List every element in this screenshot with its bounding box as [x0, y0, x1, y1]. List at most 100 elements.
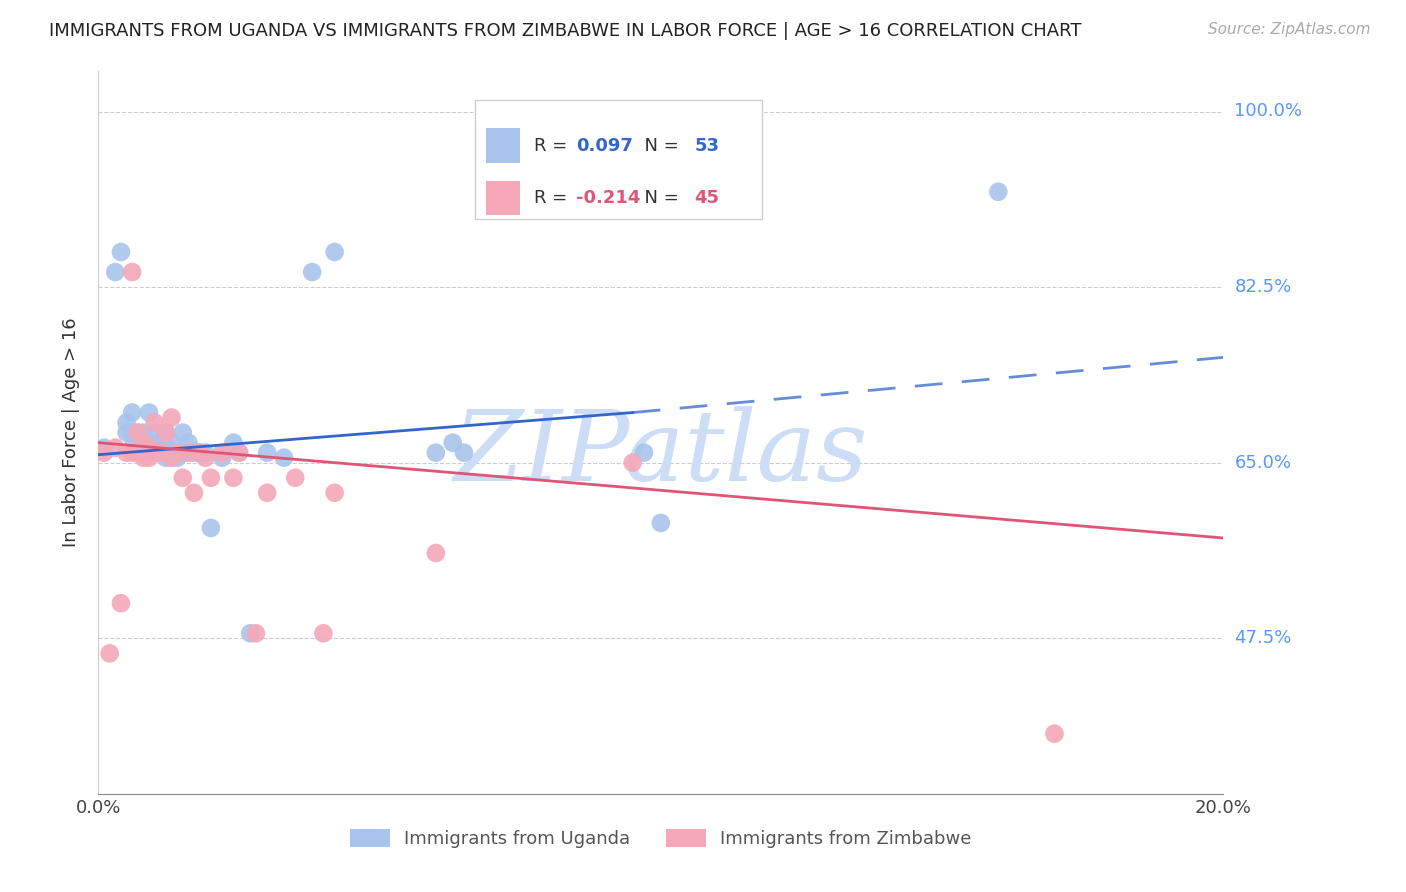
Point: [183, 446, 205, 460]
Point: [121, 446, 143, 460]
Text: 45: 45: [695, 189, 720, 207]
Point: [284, 471, 307, 485]
Point: [166, 446, 188, 460]
Point: [188, 446, 211, 460]
Point: [98, 646, 121, 660]
Point: [115, 416, 138, 430]
Point: [222, 471, 245, 485]
Point: [121, 425, 143, 440]
Point: [166, 450, 188, 465]
Point: [301, 265, 323, 279]
Point: [245, 626, 267, 640]
Point: [650, 516, 672, 530]
FancyBboxPatch shape: [486, 181, 520, 215]
Point: [228, 446, 250, 460]
Text: Source: ZipAtlas.com: Source: ZipAtlas.com: [1208, 22, 1371, 37]
Point: [256, 446, 278, 460]
Point: [425, 546, 447, 560]
Point: [160, 435, 183, 450]
Point: [155, 441, 177, 455]
Text: 65.0%: 65.0%: [1234, 454, 1291, 472]
Point: [183, 485, 205, 500]
Point: [132, 441, 155, 455]
Point: [273, 450, 295, 465]
Point: [110, 596, 132, 610]
Point: [138, 446, 160, 460]
Point: [155, 425, 177, 440]
Point: [441, 435, 464, 450]
Text: R =: R =: [534, 136, 572, 154]
FancyBboxPatch shape: [475, 100, 762, 219]
Legend: Immigrants from Uganda, Immigrants from Zimbabwe: Immigrants from Uganda, Immigrants from …: [340, 820, 981, 857]
Point: [160, 450, 183, 465]
Point: [188, 446, 211, 460]
Point: [177, 446, 200, 460]
Point: [222, 435, 245, 450]
Point: [138, 435, 160, 450]
Point: [987, 185, 1010, 199]
Point: [127, 446, 149, 460]
Point: [132, 450, 155, 465]
Text: N =: N =: [633, 189, 685, 207]
Point: [323, 244, 346, 259]
Point: [200, 521, 222, 535]
Point: [138, 405, 160, 420]
Point: [453, 446, 475, 460]
Point: [104, 441, 127, 455]
Y-axis label: In Labor Force | Age > 16: In Labor Force | Age > 16: [62, 318, 80, 548]
Point: [149, 435, 172, 450]
Point: [200, 471, 222, 485]
Text: N =: N =: [633, 136, 685, 154]
Point: [110, 244, 132, 259]
Point: [115, 446, 138, 460]
Point: [621, 456, 644, 470]
Point: [425, 446, 447, 460]
Point: [132, 425, 155, 440]
Text: 53: 53: [695, 136, 720, 154]
Point: [121, 441, 143, 455]
Point: [149, 446, 172, 460]
Point: [138, 450, 160, 465]
Point: [172, 446, 194, 460]
Point: [211, 446, 233, 460]
Point: [143, 446, 166, 460]
Point: [177, 446, 200, 460]
Point: [172, 471, 194, 485]
Point: [93, 446, 115, 460]
Point: [323, 485, 346, 500]
Point: [104, 265, 127, 279]
Point: [194, 446, 217, 460]
Point: [160, 446, 183, 460]
Point: [1043, 726, 1066, 740]
Point: [155, 425, 177, 440]
Point: [127, 446, 149, 460]
FancyBboxPatch shape: [486, 128, 520, 163]
Point: [160, 410, 183, 425]
Point: [228, 446, 250, 460]
Text: 0.097: 0.097: [576, 136, 633, 154]
Point: [115, 425, 138, 440]
Text: IMMIGRANTS FROM UGANDA VS IMMIGRANTS FROM ZIMBABWE IN LABOR FORCE | AGE > 16 COR: IMMIGRANTS FROM UGANDA VS IMMIGRANTS FRO…: [49, 22, 1081, 40]
Point: [127, 425, 149, 440]
Point: [172, 425, 194, 440]
Point: [211, 450, 233, 465]
Point: [127, 425, 149, 440]
Text: -0.214: -0.214: [576, 189, 641, 207]
Point: [143, 416, 166, 430]
Point: [138, 441, 160, 455]
Point: [239, 626, 262, 640]
Point: [121, 265, 143, 279]
Point: [143, 446, 166, 460]
Point: [143, 425, 166, 440]
Point: [194, 450, 217, 465]
Text: R =: R =: [534, 189, 572, 207]
Point: [155, 450, 177, 465]
Point: [256, 485, 278, 500]
Point: [177, 435, 200, 450]
Point: [312, 626, 335, 640]
Point: [132, 435, 155, 450]
Text: ZIPatlas: ZIPatlas: [454, 407, 868, 502]
Point: [149, 446, 172, 460]
Point: [121, 405, 143, 420]
Text: 47.5%: 47.5%: [1234, 630, 1292, 648]
